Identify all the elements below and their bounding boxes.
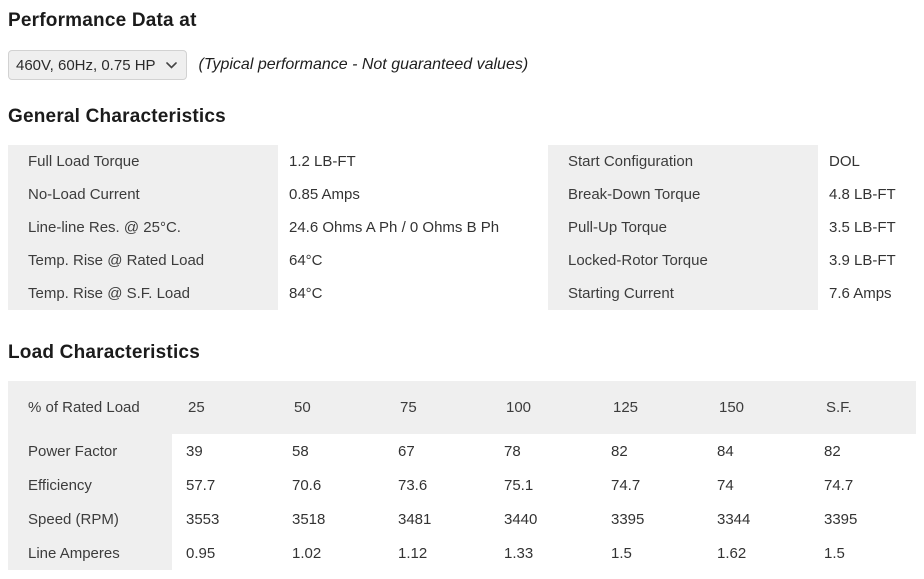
load-cell: 1.5 [597,536,703,570]
load-cell: 73.6 [384,468,490,502]
load-cell: 0.95 [172,536,278,570]
load-cell: 1.02 [278,536,384,570]
column-header: 25 [172,381,278,434]
general-value: 3.9 LB-FT [818,244,916,277]
load-characteristics-heading: Load Characteristics [8,342,200,363]
general-value: 4.8 LB-FT [818,178,916,211]
load-cell: 3440 [490,502,597,536]
general-label: Break-Down Torque [548,178,818,211]
table-row: Temp. Rise @ S.F. Load 84°C Starting Cur… [8,277,916,310]
load-cell: 82 [597,434,703,468]
general-value: 0.85 Amps [278,178,548,211]
load-cell: 70.6 [278,468,384,502]
general-label: Full Load Torque [8,145,278,178]
general-label: Starting Current [548,277,818,310]
table-row: Efficiency 57.7 70.6 73.6 75.1 74.7 74 7… [8,468,916,502]
general-value: 24.6 Ohms A Ph / 0 Ohms B Ph [278,211,548,244]
general-value: 3.5 LB-FT [818,211,916,244]
load-cell: 3395 [810,502,916,536]
column-header: 150 [703,381,810,434]
load-characteristics-table: % of Rated Load 25 50 75 100 125 150 S.F… [8,381,916,570]
load-cell: 1.62 [703,536,810,570]
load-cell: 3395 [597,502,703,536]
selector-row: 460V, 60Hz, 0.75 HP (Typical performance… [8,50,916,80]
table-row: Full Load Torque 1.2 LB-FT Start Configu… [8,145,916,178]
column-header: % of Rated Load [8,381,172,434]
table-header-row: % of Rated Load 25 50 75 100 125 150 S.F… [8,381,916,434]
load-cell: 75.1 [490,468,597,502]
column-header: 100 [490,381,597,434]
load-cell: 39 [172,434,278,468]
table-row: Speed (RPM) 3553 3518 3481 3440 3395 334… [8,502,916,536]
general-label: Temp. Rise @ Rated Load [8,244,278,277]
general-label: Locked-Rotor Torque [548,244,818,277]
load-cell: 84 [703,434,810,468]
rating-select-value: 460V, 60Hz, 0.75 HP [16,56,156,74]
page-title: Performance Data at [8,10,197,31]
general-value: 1.2 LB-FT [278,145,548,178]
column-header: 75 [384,381,490,434]
load-cell: 74 [703,468,810,502]
load-cell: 1.12 [384,536,490,570]
general-value: 7.6 Amps [818,277,916,310]
table-row: Line Amperes 0.95 1.02 1.12 1.33 1.5 1.6… [8,536,916,570]
chevron-down-icon [165,62,177,69]
load-row-label: Line Amperes [8,536,172,570]
general-characteristics-heading: General Characteristics [8,106,226,127]
load-row-label: Speed (RPM) [8,502,172,536]
load-cell: 82 [810,434,916,468]
general-value: 84°C [278,277,548,310]
column-header: S.F. [810,381,916,434]
load-cell: 1.5 [810,536,916,570]
rating-select[interactable]: 460V, 60Hz, 0.75 HP [8,50,187,80]
table-row: Temp. Rise @ Rated Load 64°C Locked-Roto… [8,244,916,277]
column-header: 50 [278,381,384,434]
general-characteristics-table: Full Load Torque 1.2 LB-FT Start Configu… [8,145,916,310]
load-cell: 3481 [384,502,490,536]
load-cell: 3344 [703,502,810,536]
load-cell: 3518 [278,502,384,536]
load-cell: 1.33 [490,536,597,570]
load-cell: 3553 [172,502,278,536]
load-cell: 74.7 [810,468,916,502]
general-label: Temp. Rise @ S.F. Load [8,277,278,310]
table-row: No-Load Current 0.85 Amps Break-Down Tor… [8,178,916,211]
general-value: 64°C [278,244,548,277]
load-cell: 78 [490,434,597,468]
load-cell: 67 [384,434,490,468]
performance-note: (Typical performance - Not guaranteed va… [198,56,529,73]
load-cell: 58 [278,434,384,468]
table-row: Line-line Res. @ 25°C. 24.6 Ohms A Ph / … [8,211,916,244]
load-row-label: Efficiency [8,468,172,502]
general-label: Pull-Up Torque [548,211,818,244]
general-label: Line-line Res. @ 25°C. [8,211,278,244]
table-row: Power Factor 39 58 67 78 82 84 82 [8,434,916,468]
column-header: 125 [597,381,703,434]
general-value: DOL [818,145,916,178]
load-row-label: Power Factor [8,434,172,468]
general-label: No-Load Current [8,178,278,211]
load-cell: 57.7 [172,468,278,502]
load-cell: 74.7 [597,468,703,502]
general-label: Start Configuration [548,145,818,178]
